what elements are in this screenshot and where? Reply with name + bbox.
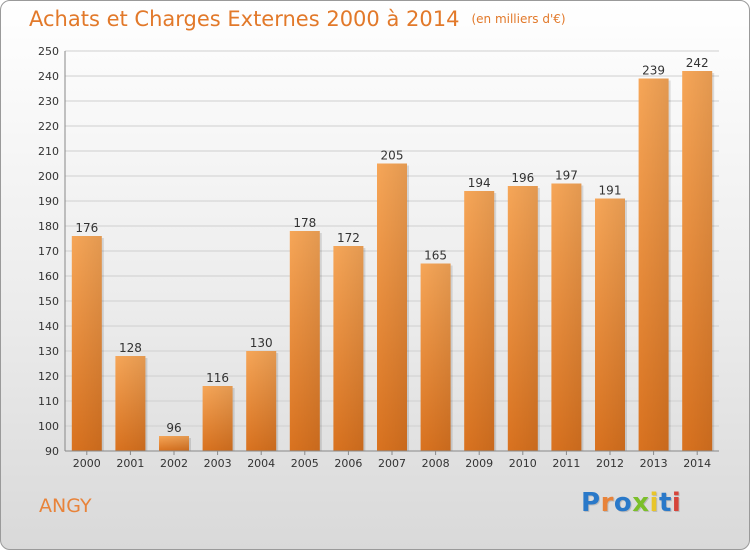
y-tick-label: 220	[38, 120, 59, 133]
bar-value-label: 194	[468, 176, 491, 190]
bar-value-label: 239	[642, 64, 665, 78]
x-tick-label: 2007	[378, 457, 406, 470]
x-tick-label: 2013	[640, 457, 668, 470]
x-tick-label: 2008	[422, 457, 450, 470]
bar-shade	[71, 236, 102, 451]
proxiti-logo: Proxiti	[581, 488, 681, 518]
logo-letter: r	[600, 488, 614, 518]
bar-value-label: 96	[166, 421, 181, 435]
x-tick-label: 2001	[116, 457, 144, 470]
y-tick-label: 160	[38, 270, 59, 283]
bar-shade	[159, 436, 189, 451]
bar-value-label: 176	[75, 221, 98, 235]
y-tick-label: 110	[38, 395, 59, 408]
bar-shade	[289, 231, 320, 451]
bar-shade	[246, 351, 277, 451]
bar-layer: 176 128 96 116 130 178 172 205 165 194 196 197 191 23…	[71, 56, 715, 451]
y-tick-label: 210	[38, 145, 59, 158]
bar-value-label: 178	[293, 216, 316, 230]
bar-shade	[638, 78, 669, 451]
y-tick-label: 250	[38, 45, 59, 58]
x-tick-label: 2009	[465, 457, 493, 470]
y-tick-label: 190	[38, 195, 59, 208]
logo-letter: P	[581, 488, 601, 518]
bar-value-label: 191	[599, 184, 622, 198]
y-tick-label: 150	[38, 295, 59, 308]
y-tick-label: 120	[38, 370, 59, 383]
logo-letter: o	[613, 488, 633, 518]
logo-letter: t	[658, 488, 672, 518]
bar-value-label: 242	[686, 56, 709, 70]
y-tick-label: 90	[45, 445, 59, 458]
x-tick-label: 2010	[509, 457, 537, 470]
x-tick-label: 2014	[683, 457, 711, 470]
y-tick-label: 100	[38, 420, 59, 433]
bar-shade	[333, 246, 364, 451]
chart-title: Achats et Charges Externes 2000 à 2014 (e…	[29, 7, 566, 31]
logo-letter: x	[632, 488, 650, 518]
bar-shade	[377, 163, 407, 451]
x-tick-label: 2000	[73, 457, 101, 470]
bar-value-label: 165	[424, 249, 447, 263]
chart-unit: (en milliers d'€)	[471, 12, 566, 26]
location-label: ANGY	[39, 495, 92, 517]
y-tick-label: 180	[38, 220, 59, 233]
bar-value-label: 128	[119, 341, 142, 355]
bar-shade	[115, 356, 146, 451]
axis-layer: 90 100 110 120 130 140 150 160 170 180 190 200 210 22…	[38, 45, 719, 470]
bar-value-label: 197	[555, 169, 578, 183]
x-tick-label: 2005	[291, 457, 319, 470]
y-tick-label: 130	[38, 345, 59, 358]
bar-shade	[682, 71, 713, 451]
logo-letter: i	[649, 488, 659, 518]
x-tick-label: 2004	[247, 457, 275, 470]
x-tick-label: 2011	[552, 457, 580, 470]
x-tick-label: 2002	[160, 457, 188, 470]
x-tick-label: 2003	[204, 457, 232, 470]
bar-shade	[551, 183, 582, 451]
y-tick-label: 240	[38, 70, 59, 83]
bar-shade	[595, 198, 625, 451]
y-tick-label: 170	[38, 245, 59, 258]
bar-value-label: 116	[206, 371, 229, 385]
bar-shade	[420, 263, 451, 451]
bar-shade	[464, 191, 495, 451]
y-tick-label: 230	[38, 95, 59, 108]
chart-title-text: Achats et Charges Externes 2000 à 2014	[29, 7, 460, 31]
y-tick-label: 200	[38, 170, 59, 183]
logo-letter: i	[671, 488, 682, 518]
bar-shade	[507, 186, 538, 451]
bar-shade	[202, 386, 233, 451]
bar-value-label: 172	[337, 231, 360, 245]
x-tick-label: 2006	[334, 457, 362, 470]
bar-value-label: 130	[250, 336, 273, 350]
y-tick-label: 140	[38, 320, 59, 333]
bar-value-label: 196	[511, 171, 534, 185]
bar-value-label: 205	[381, 149, 404, 163]
x-tick-label: 2012	[596, 457, 624, 470]
